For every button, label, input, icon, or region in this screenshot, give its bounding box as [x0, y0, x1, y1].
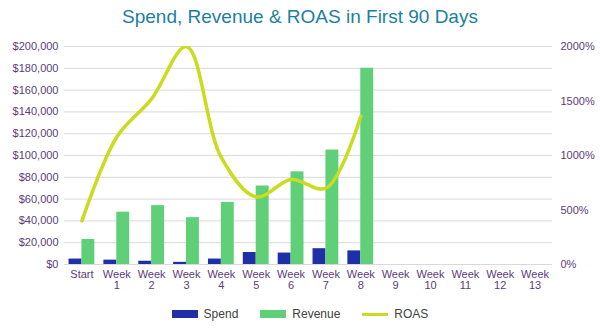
svg-text:1500%: 1500% [561, 95, 595, 107]
html-text:Spend, Revenue & ROAS in First: Spend, Revenue & ROAS in First 90 Days [122, 6, 478, 27]
svg-text:1000%: 1000% [561, 149, 595, 161]
svg-text:Week10: Week10 [417, 268, 445, 291]
svg-text:Week3: Week3 [173, 268, 201, 291]
svg-text:Week7: Week7 [312, 268, 340, 291]
svg-text:$160,000: $160,000 [13, 84, 59, 96]
svg-text:Week11: Week11 [451, 268, 479, 291]
svg-text:$180,000: $180,000 [13, 62, 59, 74]
svg-text:500%: 500% [561, 204, 589, 216]
svg-text:Week2: Week2 [138, 268, 166, 291]
svg-text:$80,000: $80,000 [19, 171, 59, 183]
svg-text:Week9: Week9 [382, 268, 410, 291]
svg-text:Week6: Week6 [277, 268, 305, 291]
svg-text:$40,000: $40,000 [19, 214, 59, 226]
svg-text:2000%: 2000% [561, 40, 595, 52]
svg-text:Week8: Week8 [347, 268, 375, 291]
html-text:ROAS: ROAS [394, 307, 429, 321]
svg-text:$0: $0 [46, 258, 58, 270]
svg-text:Week13: Week13 [521, 268, 549, 291]
html-text:Spend: Spend [203, 307, 239, 321]
svg-text:0%: 0% [561, 258, 577, 270]
svg-text:$60,000: $60,000 [19, 193, 59, 205]
svg-text:Week4: Week4 [207, 268, 235, 291]
svg-text:$100,000: $100,000 [13, 149, 59, 161]
svg-text:Week12: Week12 [486, 268, 514, 291]
svg-text:Week1: Week1 [103, 268, 131, 291]
svg-text:Start: Start [70, 268, 93, 280]
svg-text:$20,000: $20,000 [19, 236, 59, 248]
html-text:Revenue: Revenue [292, 307, 341, 321]
svg-text:Week5: Week5 [242, 268, 270, 291]
svg-text:$140,000: $140,000 [13, 105, 59, 117]
svg-text:$200,000: $200,000 [13, 40, 59, 52]
svg-text:$120,000: $120,000 [13, 127, 59, 139]
